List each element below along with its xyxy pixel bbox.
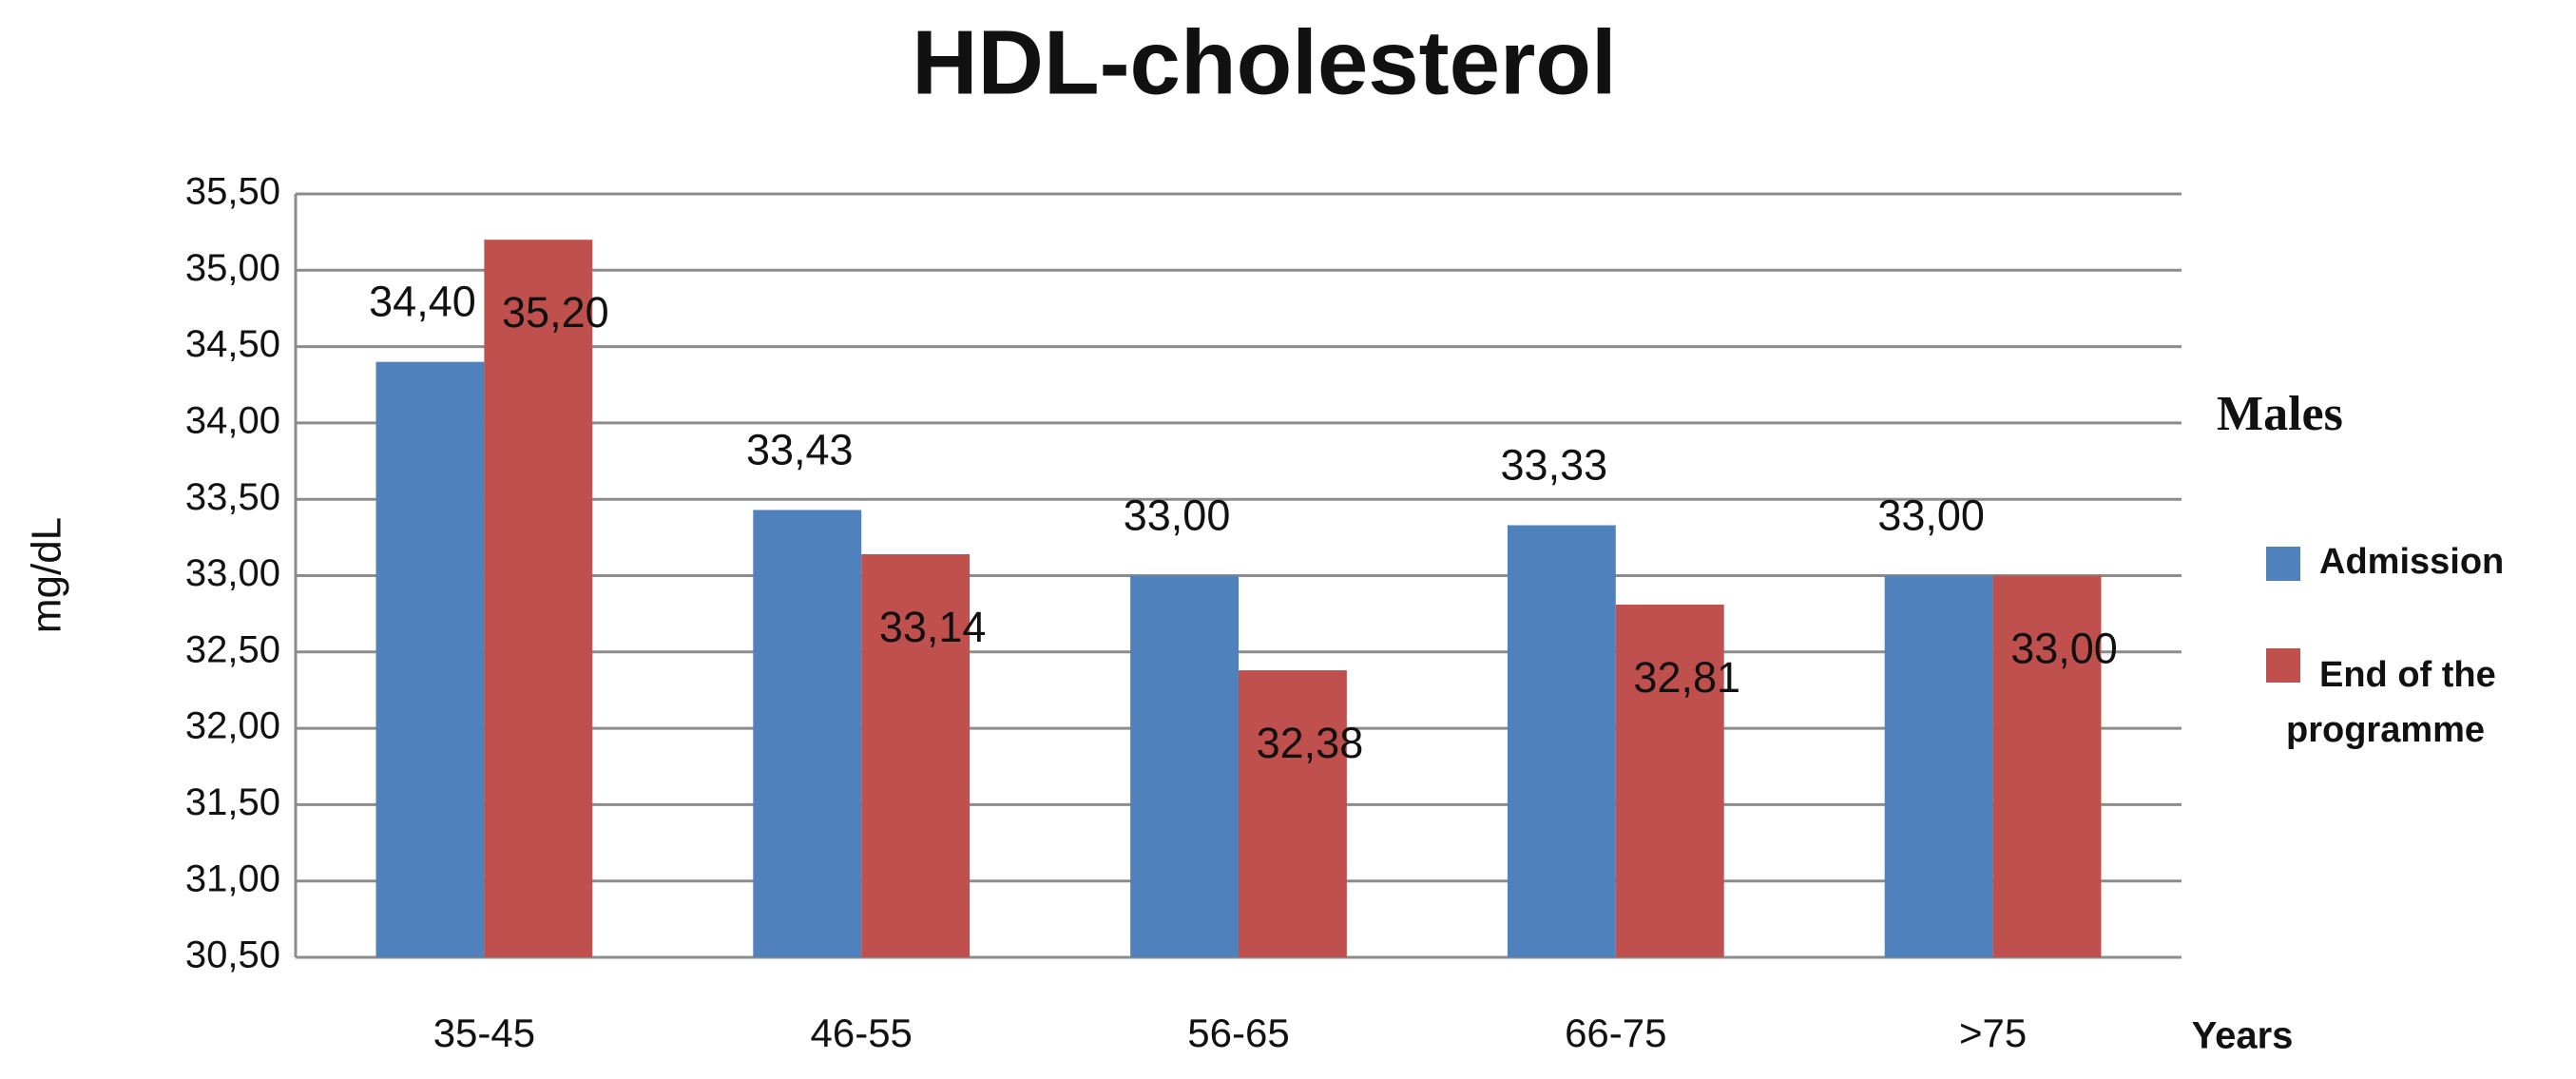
data-label: 33,43 bbox=[746, 425, 854, 473]
y-tick-label: 34,00 bbox=[185, 399, 280, 441]
legend-label: Admission bbox=[2319, 542, 2504, 582]
y-tick-label: 32,50 bbox=[185, 628, 280, 670]
x-tick-label: >75 bbox=[1959, 1011, 2027, 1055]
y-tick-label: 33,00 bbox=[185, 552, 280, 594]
bar bbox=[1884, 575, 1993, 957]
bar bbox=[861, 554, 971, 957]
legend-label: End of the programme bbox=[2286, 655, 2506, 750]
x-tick-label: 66-75 bbox=[1565, 1011, 1666, 1055]
y-tick-label: 32,00 bbox=[185, 705, 280, 747]
data-label: 33,00 bbox=[2010, 624, 2118, 672]
data-label: 33,00 bbox=[1124, 491, 1231, 539]
data-label: 33,00 bbox=[1877, 491, 1985, 539]
legend-label-line: programme bbox=[2286, 710, 2485, 750]
data-label: 33,14 bbox=[879, 603, 987, 651]
y-tick-label: 31,00 bbox=[185, 857, 280, 899]
bar bbox=[1239, 670, 1347, 957]
y-tick-label: 30,50 bbox=[185, 934, 280, 976]
data-label: 33,33 bbox=[1501, 440, 1608, 489]
chart-title: HDL-cholesterol bbox=[912, 11, 1616, 113]
bar bbox=[1992, 575, 2102, 957]
y-axis-label: mg/dL bbox=[24, 517, 70, 633]
bar bbox=[375, 361, 485, 957]
bar bbox=[1130, 575, 1239, 957]
y-tick-label: 35,00 bbox=[185, 247, 280, 289]
y-tick-label: 33,50 bbox=[185, 476, 280, 518]
data-label: 34,40 bbox=[369, 278, 476, 326]
data-label: 32,81 bbox=[1633, 653, 1740, 702]
y-tick-label: 35,50 bbox=[185, 171, 280, 213]
bar bbox=[1615, 605, 1724, 957]
x-tick-label: 46-55 bbox=[810, 1011, 912, 1055]
y-tick-label: 31,50 bbox=[185, 781, 280, 823]
legend-title: Males bbox=[2217, 387, 2343, 441]
bar bbox=[753, 510, 862, 957]
legend-swatch bbox=[2266, 648, 2300, 683]
x-axis-label: Years bbox=[2192, 1015, 2294, 1057]
data-label: 35,20 bbox=[502, 288, 609, 337]
x-tick-label: 35-45 bbox=[433, 1011, 535, 1055]
y-tick-label: 34,50 bbox=[185, 323, 280, 365]
legend-label-line: End of the bbox=[2319, 655, 2506, 695]
bar bbox=[1507, 525, 1616, 957]
bar bbox=[484, 240, 593, 957]
legend-swatch bbox=[2266, 547, 2300, 581]
data-label: 32,38 bbox=[1257, 719, 1364, 767]
x-tick-label: 56-65 bbox=[1187, 1011, 1289, 1055]
